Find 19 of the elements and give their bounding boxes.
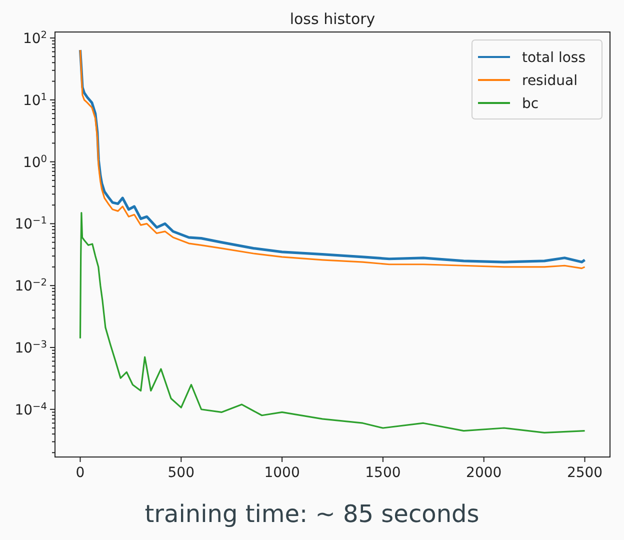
x-tick-label: 1500 [365, 465, 401, 481]
x-tick-label: 2500 [566, 465, 603, 481]
x-tick-label: 0 [76, 465, 85, 481]
x-tick-label: 500 [168, 465, 195, 481]
y-tick-label: 10$^{−1}$ [14, 215, 47, 233]
chart-title: loss history [290, 10, 376, 28]
y-tick-label: 10$^{−4}$ [14, 400, 47, 418]
legend-label: residual [522, 73, 578, 89]
legend-label: bc [522, 96, 539, 112]
y-tick-label: 10$^{−2}$ [14, 277, 47, 295]
y-tick-label: 10$^{2}$ [22, 30, 47, 47]
y-tick-label: 10$^{0}$ [22, 153, 47, 171]
x-tick-label: 1000 [264, 465, 300, 481]
y-tick-label: 10$^{−3}$ [14, 338, 47, 356]
text: training time: ∼ 85 seconds [144, 500, 480, 528]
y-tick-label: 10$^{1}$ [22, 91, 47, 109]
legend-label: total loss [522, 50, 586, 66]
line-series [79, 212, 586, 434]
x-tick-label: 2000 [466, 465, 502, 481]
